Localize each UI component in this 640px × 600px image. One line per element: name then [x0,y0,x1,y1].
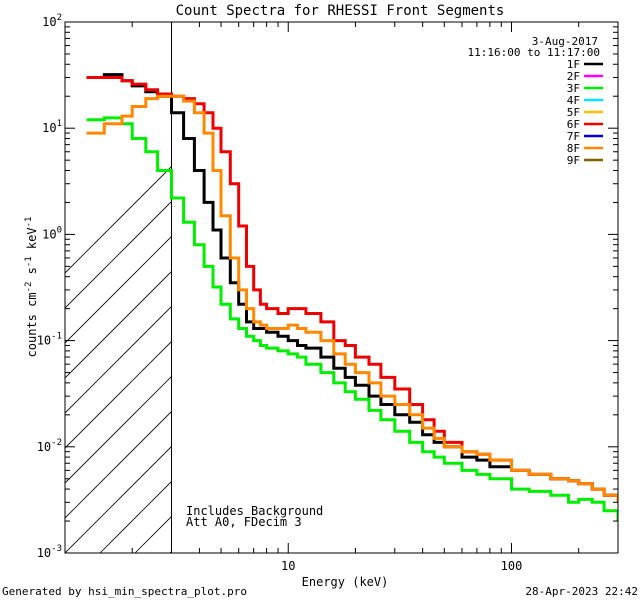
y-tick-label: 100 [42,225,62,241]
hatch-line [380,22,640,553]
legend-label: 1F [567,58,580,71]
hatch-line [65,410,172,519]
legend-label: 7F [567,130,580,143]
legend-label: 3F [567,82,580,95]
legend-entry-9F: 9F [567,154,603,167]
y-axis-tick-labels: 102 101 100 10-1 10-2 10-3 [37,13,62,560]
y-axis-label-exp1: -2 [24,282,34,293]
legend-entry-6F: 6F [567,118,603,131]
legend-entry-7F: 7F [567,130,603,143]
legend-entry-3F: 3F [567,82,603,95]
legend-label: 2F [567,70,580,83]
y-axis-label-exp3: -1 [24,217,34,228]
legend-label: 5F [567,106,580,119]
x-axis-label: Energy (keV) [302,575,389,589]
legend-label: 6F [567,118,580,131]
y-axis-label-mid2: keV [25,227,39,256]
hatch-line [65,200,172,309]
legend-entry-1F: 1F [567,58,603,71]
annotation-attenuator: Att A0, FDecim 3 [186,515,302,529]
series-line-3F [86,116,618,521]
legend-entry-8F: 8F [567,142,603,155]
legend-label: 8F [567,142,580,155]
y-axis-label: counts cm-2 s-1 keV-1 [24,217,39,358]
x-tick-label: 10 [281,559,295,573]
x-tick-label: 100 [501,559,523,573]
hatch-line [65,235,172,344]
legend-date: 3-Aug-2017 [532,35,598,48]
series-lines [86,73,618,521]
hatch-line [134,515,172,553]
x-axis-ticks [64,22,619,553]
y-tick-label: 10-1 [37,332,62,348]
hatch-line [65,375,172,484]
hatch-line [345,22,640,553]
y-tick-label: 102 [42,13,62,29]
legend-entry-4F: 4F [567,94,603,107]
footer-timestamp: 28-Apr-2023 22:42 [525,585,638,598]
hatch-line [275,22,640,553]
hatch-line [65,270,172,379]
y-tick-label: 101 [42,119,62,135]
legend-label: 9F [567,154,580,167]
annotation-background: Includes Background [186,504,323,518]
hatch-line [240,22,640,553]
y-tick-label: 10-2 [37,438,62,454]
footer-generated-by: Generated by hsi_min_spectra_plot.pro [2,585,247,598]
y-axis-ticks [65,26,618,554]
hatch-line [65,445,172,553]
series-line-6F [86,76,618,503]
series-line-8F [86,94,618,503]
hatch-line [65,305,172,414]
plot-frame [64,21,619,554]
background-hatch-region [65,22,640,553]
hatch-line [65,340,172,449]
chart-title: Count Spectra for RHESSI Front Segments [176,3,505,19]
x-axis-tick-labels: 10 100 [281,559,522,573]
y-axis-label-exp2: -1 [24,256,34,267]
legend-entry-2F: 2F [567,70,603,83]
y-tick-label: 10-3 [37,544,62,560]
hatch-line [310,22,640,553]
legend-label: 4F [567,94,580,107]
series-line-1F [86,73,618,503]
hatch-line [65,165,172,274]
y-axis-label-mid: s [25,267,39,281]
legend-time-range: 11:16:00 to 11:17:00 [468,46,600,59]
y-axis-label-prefix: counts cm [25,292,39,357]
legend-entry-5F: 5F [567,106,603,119]
